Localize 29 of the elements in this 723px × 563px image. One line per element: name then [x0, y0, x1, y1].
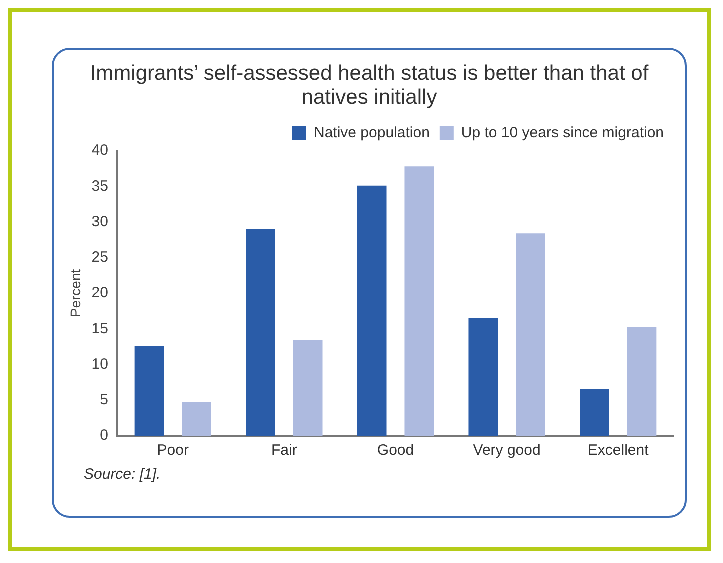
x-tick-label: Fair: [272, 442, 298, 460]
bar: [627, 326, 657, 436]
y-tick-label: 20: [92, 284, 108, 302]
legend-label: Native population: [314, 124, 430, 142]
x-tick-label: Excellent: [588, 442, 650, 460]
y-tick-label: 5: [100, 392, 108, 409]
y-tick-label: 25: [92, 249, 108, 266]
x-tick-label: Poor: [157, 442, 189, 460]
bar: [580, 388, 610, 436]
bar: [134, 346, 164, 436]
bar: [516, 234, 546, 436]
legend-label: Up to 10 years since migration: [461, 124, 664, 142]
y-tick-label: 40: [92, 142, 108, 160]
y-tick-label: 15: [92, 320, 108, 338]
bar: [182, 402, 212, 436]
bar: [246, 229, 276, 436]
bar: [468, 318, 498, 436]
source-note: Source: [1].: [84, 466, 162, 483]
y-tick-label: 10: [92, 356, 108, 373]
bar: [293, 340, 323, 436]
bar: [404, 166, 434, 436]
x-tick-label: Good: [377, 442, 414, 460]
x-tick-label: Very good: [473, 442, 541, 460]
y-tick-label: 0: [100, 427, 108, 444]
y-tick-label: 35: [92, 178, 108, 195]
chart-title: Immigrants’ self-assessed health status is better than that of natives initially: [90, 62, 650, 110]
bar: [357, 186, 387, 436]
y-tick-label: 30: [92, 213, 108, 230]
y-axis-title: Percent: [67, 269, 84, 318]
